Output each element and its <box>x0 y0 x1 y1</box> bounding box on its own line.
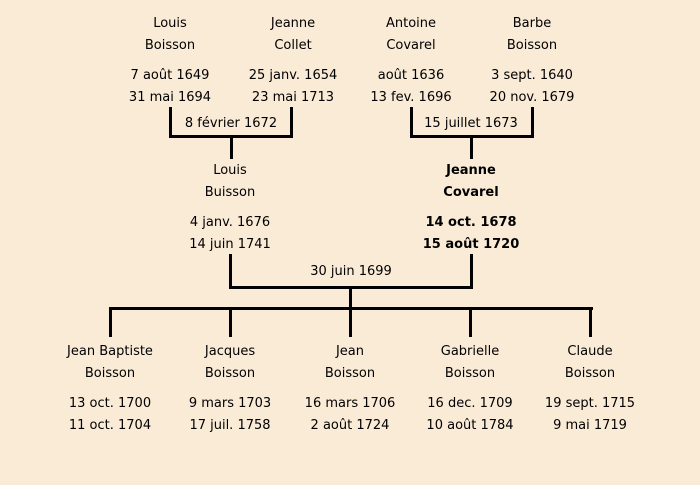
person-card-jean-boisson[interactable]: Jean Boisson 16 mars 1706 2 août 1724 <box>275 341 425 437</box>
connector-line <box>230 138 233 159</box>
person-card-jacques-boisson[interactable]: Jacques Boisson 9 mars 1703 17 juil. 175… <box>155 341 305 437</box>
marriage-date-label: 30 juin 1699 <box>310 264 392 279</box>
connector-line <box>169 107 172 138</box>
birth-date: 3 sept. 1640 <box>491 68 573 83</box>
connector-line <box>349 307 352 337</box>
connector-line <box>589 307 592 337</box>
connector-line <box>229 307 232 337</box>
birth-date: 16 dec. 1709 <box>427 396 513 411</box>
first-name: Louis <box>213 163 247 178</box>
first-name: Claude <box>567 344 613 359</box>
connector-line <box>109 307 112 337</box>
first-name: Jean Baptiste <box>67 344 153 359</box>
first-name: Antoine <box>385 16 437 31</box>
birth-date: 4 janv. 1676 <box>189 215 271 230</box>
birth-date: 13 oct. 1700 <box>68 396 152 411</box>
connector-line <box>470 138 473 159</box>
connector-line <box>470 254 473 289</box>
marriage-date-label: 15 juillet 1673 <box>424 116 518 131</box>
death-date: 15 août 1720 <box>422 237 520 252</box>
last-name: Boisson <box>506 38 558 53</box>
connector-line <box>410 135 534 138</box>
last-name: Collet <box>274 38 312 53</box>
death-date: 17 juil. 1758 <box>189 418 271 433</box>
death-date: 2 août 1724 <box>310 418 390 433</box>
first-name: Jean <box>335 344 365 359</box>
last-name: Boisson <box>564 366 616 381</box>
first-name: Jeanne <box>270 16 316 31</box>
connector-line <box>229 286 473 289</box>
death-date: 14 juin 1741 <box>189 237 271 252</box>
connector-line <box>229 254 232 289</box>
person-card-barbe-boisson[interactable]: Barbe Boisson 3 sept. 1640 20 nov. 1679 <box>457 13 607 109</box>
person-card-louis-boisson[interactable]: Louis Boisson 7 août 1649 31 mai 1694 <box>95 13 245 109</box>
birth-date: 14 oct. 1678 <box>425 215 517 230</box>
death-date: 20 nov. 1679 <box>489 90 575 105</box>
first-name: Barbe <box>512 16 552 31</box>
person-card-gabrielle-boisson[interactable]: Gabrielle Boisson 16 dec. 1709 10 août 1… <box>395 341 545 437</box>
death-date: 23 mai 1713 <box>251 90 335 105</box>
first-name: Louis <box>153 16 187 31</box>
death-date: 31 mai 1694 <box>128 90 212 105</box>
connector-line <box>410 107 413 138</box>
person-card-antoine-covarel[interactable]: Antoine Covarel août 1636 13 fev. 1696 <box>336 13 486 109</box>
connector-line <box>349 289 352 308</box>
birth-date: août 1636 <box>377 68 445 83</box>
person-card-jeanne-collet[interactable]: Jeanne Collet 25 janv. 1654 23 mai 1713 <box>218 13 368 109</box>
first-name: Jeanne <box>446 163 496 178</box>
person-card-claude-boisson[interactable]: Claude Boisson 19 sept. 1715 9 mai 1719 <box>515 341 665 437</box>
last-name: Buisson <box>204 185 256 200</box>
connector-line <box>290 107 293 138</box>
death-date: 9 mai 1719 <box>553 418 627 433</box>
person-card-jeanne-covarel[interactable]: Jeanne Covarel 14 oct. 1678 15 août 1720 <box>396 160 546 256</box>
last-name: Covarel <box>443 185 499 200</box>
birth-date: 9 mars 1703 <box>188 396 272 411</box>
death-date: 11 oct. 1704 <box>68 418 152 433</box>
last-name: Boisson <box>84 366 136 381</box>
birth-date: 16 mars 1706 <box>304 396 396 411</box>
connector-line <box>531 107 534 138</box>
birth-date: 19 sept. 1715 <box>544 396 636 411</box>
first-name: Gabrielle <box>440 344 500 359</box>
birth-date: 7 août 1649 <box>130 68 210 83</box>
last-name: Boisson <box>144 38 196 53</box>
person-card-louis-buisson[interactable]: Louis Buisson 4 janv. 1676 14 juin 1741 <box>155 160 305 256</box>
person-card-jean-baptiste-boisson[interactable]: Jean Baptiste Boisson 13 oct. 1700 11 oc… <box>35 341 185 437</box>
last-name: Boisson <box>324 366 376 381</box>
birth-date: 25 janv. 1654 <box>248 68 338 83</box>
marriage-date-label: 8 février 1672 <box>184 116 278 131</box>
death-date: 13 fev. 1696 <box>370 90 452 105</box>
last-name: Boisson <box>444 366 496 381</box>
last-name: Covarel <box>386 38 436 53</box>
last-name: Boisson <box>204 366 256 381</box>
first-name: Jacques <box>204 344 256 359</box>
connector-line <box>469 307 472 337</box>
death-date: 10 août 1784 <box>426 418 514 433</box>
connector-line <box>169 135 293 138</box>
